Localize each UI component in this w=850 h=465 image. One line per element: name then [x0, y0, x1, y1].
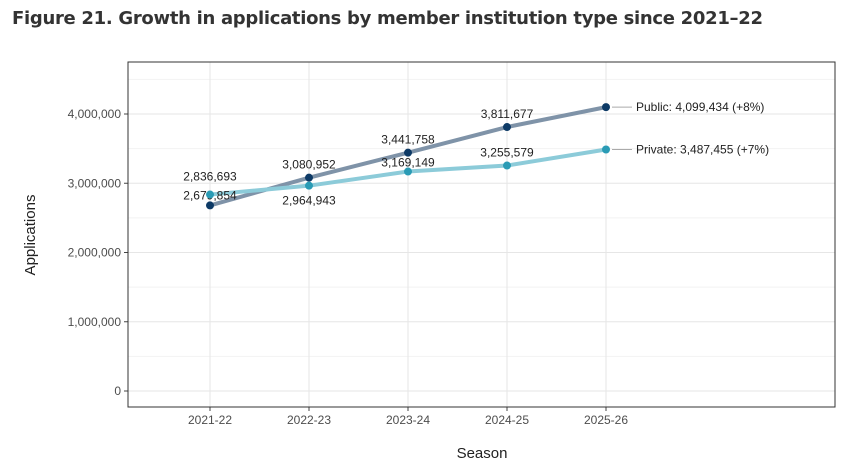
data-label: 3,441,758: [381, 133, 435, 147]
data-point: [404, 167, 412, 176]
y-tick-label: 4,000,000: [68, 107, 122, 121]
data-label: 3,811,677: [481, 107, 534, 121]
plot-panel: [128, 62, 835, 407]
data-label: 3,080,952: [282, 158, 336, 172]
data-label: 3,255,579: [480, 146, 534, 160]
data-label: 2,836,693: [183, 170, 237, 184]
data-label: 2,964,943: [282, 194, 336, 208]
data-point: [305, 181, 313, 190]
end-label: Private: 3,487,455 (+7%): [636, 142, 769, 156]
y-tick-label: 0: [114, 384, 121, 398]
x-tick-label: 2024-25: [485, 413, 529, 427]
plot-border: [127, 61, 836, 408]
data-point: [602, 145, 610, 154]
y-tick-label: 3,000,000: [68, 176, 122, 190]
x-tick-label: 2023-24: [386, 413, 430, 427]
data-point: [305, 173, 313, 182]
chart-title: Figure 21. Growth in applications by mem…: [12, 8, 763, 29]
y-tick-label: 2,000,000: [68, 246, 122, 260]
data-point: [206, 190, 214, 199]
data-point: [206, 201, 214, 210]
y-tick-label: 1,000,000: [68, 315, 122, 329]
x-tick-label: 2025-26: [584, 413, 628, 427]
y-axis-label: Applications: [22, 195, 39, 276]
data-point: [602, 103, 610, 112]
x-tick-label: 2022-23: [287, 413, 331, 427]
data-label: 3,169,149: [381, 156, 435, 170]
end-label: Public: 4,099,434 (+8%): [636, 100, 764, 114]
data-point: [503, 161, 511, 170]
data-point: [404, 148, 412, 157]
data-point: [503, 123, 511, 132]
x-axis-label: Season: [457, 445, 508, 462]
x-tick-label: 2021-22: [188, 413, 232, 427]
